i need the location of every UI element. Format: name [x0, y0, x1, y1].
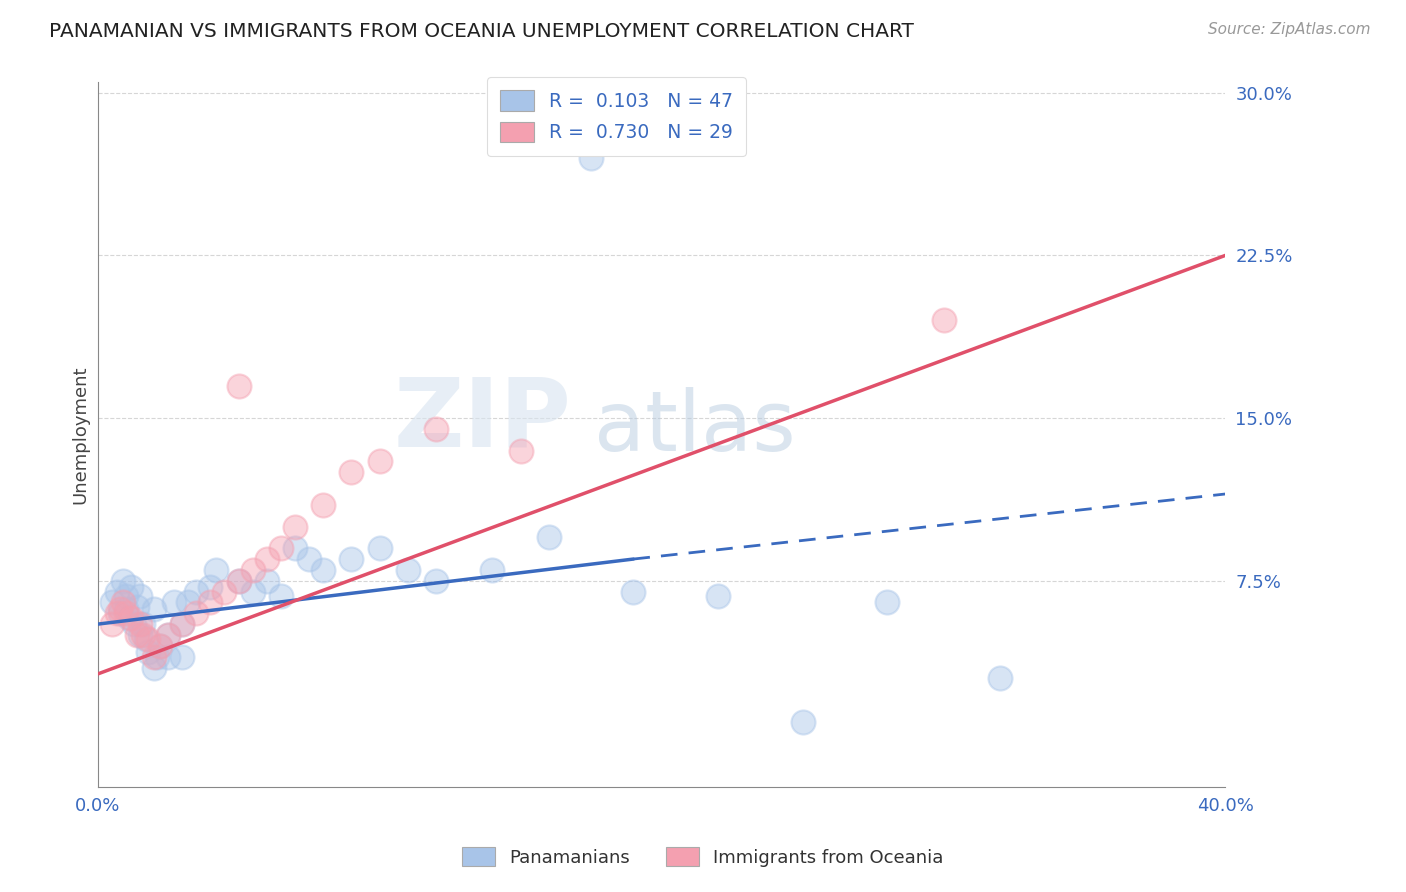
Point — [128, 617, 150, 632]
Point — [579, 151, 602, 165]
Point — [256, 552, 278, 566]
Point — [143, 602, 166, 616]
Point — [136, 645, 159, 659]
Point — [186, 584, 208, 599]
Point — [988, 672, 1011, 686]
Point — [425, 422, 447, 436]
Point — [481, 563, 503, 577]
Point — [537, 530, 560, 544]
Point — [242, 563, 264, 577]
Point — [128, 628, 150, 642]
Point — [340, 552, 363, 566]
Point — [163, 595, 186, 609]
Point — [100, 617, 122, 632]
Point — [396, 563, 419, 577]
Point — [284, 541, 307, 556]
Legend: R =  0.103   N = 47, R =  0.730   N = 29: R = 0.103 N = 47, R = 0.730 N = 29 — [486, 77, 747, 155]
Point — [200, 595, 222, 609]
Point — [114, 589, 136, 603]
Point — [111, 595, 134, 609]
Point — [117, 610, 139, 624]
Point — [100, 595, 122, 609]
Point — [143, 660, 166, 674]
Point — [270, 589, 292, 603]
Point — [228, 378, 250, 392]
Point — [876, 595, 898, 609]
Point — [146, 649, 169, 664]
Point — [932, 313, 955, 327]
Text: ZIP: ZIP — [394, 374, 571, 467]
Point — [131, 617, 153, 632]
Point — [200, 580, 222, 594]
Point — [340, 465, 363, 479]
Point — [242, 584, 264, 599]
Point — [134, 632, 156, 647]
Point — [425, 574, 447, 588]
Point — [157, 649, 180, 664]
Text: Source: ZipAtlas.com: Source: ZipAtlas.com — [1208, 22, 1371, 37]
Point — [111, 574, 134, 588]
Point — [177, 595, 200, 609]
Point — [707, 589, 730, 603]
Point — [186, 607, 208, 621]
Point — [172, 649, 194, 664]
Point — [621, 584, 644, 599]
Point — [270, 541, 292, 556]
Point — [136, 632, 159, 647]
Point — [120, 610, 142, 624]
Point — [172, 617, 194, 632]
Point — [509, 443, 531, 458]
Text: PANAMANIAN VS IMMIGRANTS FROM OCEANIA UNEMPLOYMENT CORRELATION CHART: PANAMANIAN VS IMMIGRANTS FROM OCEANIA UN… — [49, 22, 914, 41]
Point — [122, 617, 145, 632]
Point — [205, 563, 228, 577]
Point — [125, 599, 148, 614]
Point — [108, 602, 131, 616]
Point — [256, 574, 278, 588]
Point — [128, 589, 150, 603]
Point — [105, 584, 128, 599]
Point — [312, 563, 335, 577]
Legend: Panamanians, Immigrants from Oceania: Panamanians, Immigrants from Oceania — [456, 840, 950, 874]
Point — [157, 628, 180, 642]
Point — [108, 607, 131, 621]
Point — [368, 454, 391, 468]
Point — [214, 584, 236, 599]
Point — [143, 649, 166, 664]
Point — [368, 541, 391, 556]
Point — [149, 639, 172, 653]
Point — [228, 574, 250, 588]
Point — [312, 498, 335, 512]
Point — [120, 580, 142, 594]
Point — [157, 628, 180, 642]
Point — [284, 519, 307, 533]
Point — [172, 617, 194, 632]
Point — [228, 574, 250, 588]
Point — [114, 602, 136, 616]
Point — [792, 714, 814, 729]
Point — [149, 639, 172, 653]
Point — [125, 628, 148, 642]
Y-axis label: Unemployment: Unemployment — [72, 365, 89, 504]
Point — [131, 628, 153, 642]
Point — [298, 552, 321, 566]
Text: atlas: atlas — [593, 387, 796, 467]
Point — [114, 607, 136, 621]
Point — [105, 607, 128, 621]
